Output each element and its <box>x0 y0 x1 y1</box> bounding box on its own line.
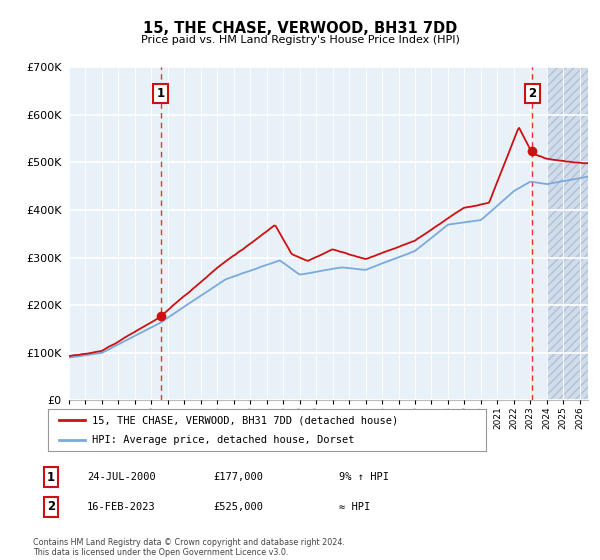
Text: 1: 1 <box>47 470 55 484</box>
Text: HPI: Average price, detached house, Dorset: HPI: Average price, detached house, Dors… <box>92 435 354 445</box>
Text: 2: 2 <box>47 500 55 514</box>
Text: Contains HM Land Registry data © Crown copyright and database right 2024.
This d: Contains HM Land Registry data © Crown c… <box>33 538 345 557</box>
Text: 24-JUL-2000: 24-JUL-2000 <box>87 472 156 482</box>
Text: 2: 2 <box>528 87 536 100</box>
Text: 9% ↑ HPI: 9% ↑ HPI <box>339 472 389 482</box>
Text: 15, THE CHASE, VERWOOD, BH31 7DD (detached house): 15, THE CHASE, VERWOOD, BH31 7DD (detach… <box>92 415 398 425</box>
Text: ≈ HPI: ≈ HPI <box>339 502 370 512</box>
Text: Price paid vs. HM Land Registry's House Price Index (HPI): Price paid vs. HM Land Registry's House … <box>140 35 460 45</box>
Text: 15, THE CHASE, VERWOOD, BH31 7DD: 15, THE CHASE, VERWOOD, BH31 7DD <box>143 21 457 36</box>
Text: 1: 1 <box>157 87 164 100</box>
Text: £525,000: £525,000 <box>213 502 263 512</box>
Text: £177,000: £177,000 <box>213 472 263 482</box>
Bar <box>547 67 588 400</box>
Text: 16-FEB-2023: 16-FEB-2023 <box>87 502 156 512</box>
